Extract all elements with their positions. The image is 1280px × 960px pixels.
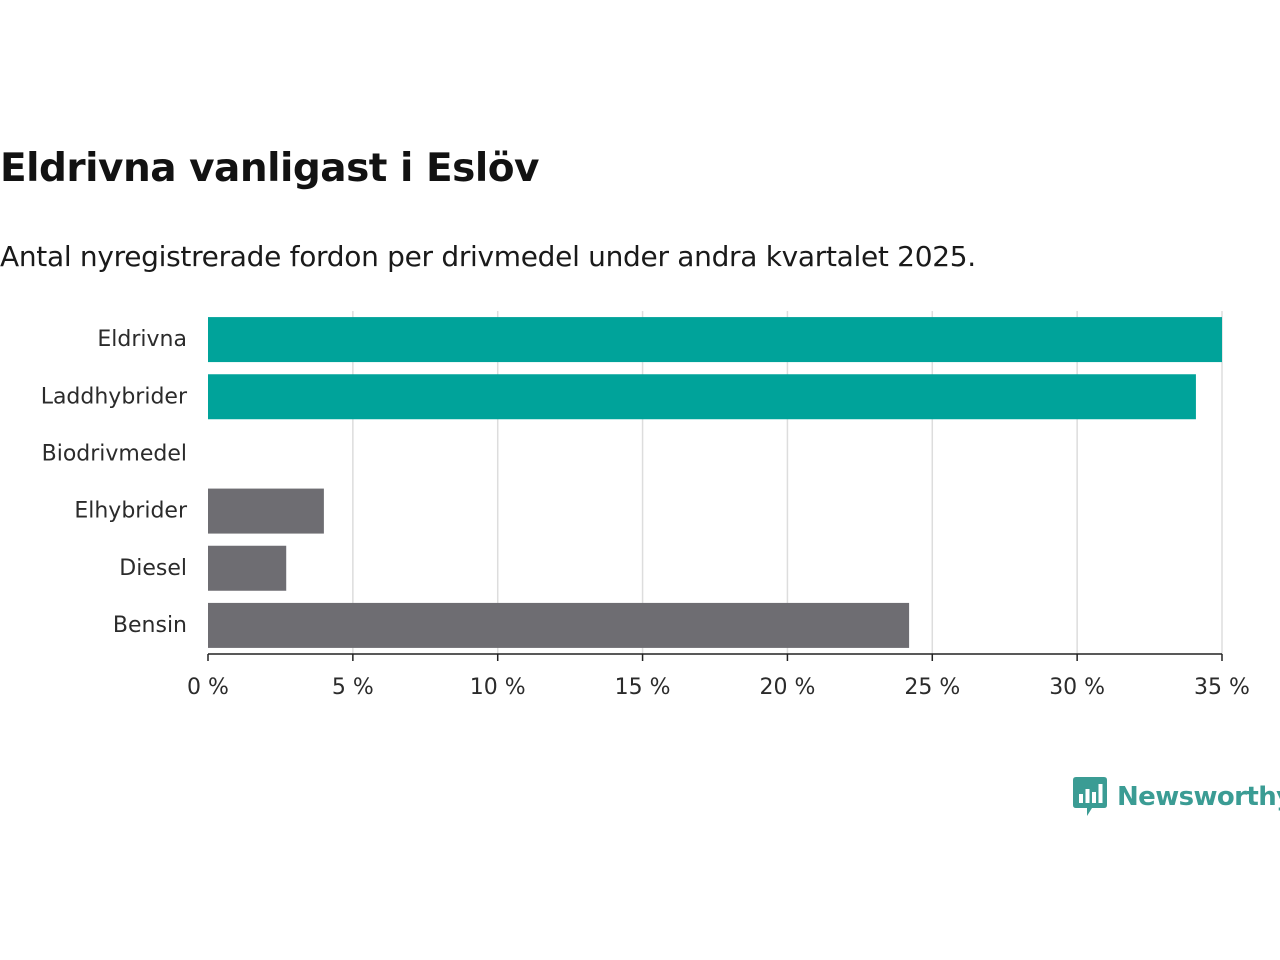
category-label: Biodrivmedel [42,441,187,466]
x-axis: 0 % 5 % 10 % 15 % 20 % 25 % 30 % 35 % [187,653,1250,700]
category-label: Diesel [119,556,187,581]
bar-bensin [208,602,910,648]
x-tick-label: 20 % [759,675,815,700]
newsworthy-logo-icon [1073,777,1107,816]
bar-diesel [208,545,287,591]
bar-eldrivna [208,317,1222,363]
bar-elhybrider [208,488,324,534]
bars [208,317,1222,648]
gridlines [352,311,1223,654]
category-label: Elhybrider [74,499,188,524]
x-tick-label: 25 % [904,675,960,700]
chart-title: Eldrivna vanligast i Eslöv [0,146,539,191]
category-label: Eldrivna [97,327,187,352]
bar-laddhybrider [208,374,1196,420]
brand-name: Newsworthy [1117,782,1280,812]
x-tick-label: 5 % [332,675,374,700]
chart-subtitle: Antal nyregistrerade fordon per drivmede… [0,240,976,273]
category-labels: Eldrivna Laddhybrider Biodrivmedel Elhybrid… [41,327,188,638]
x-tick-label: 30 % [1049,675,1105,700]
x-tick-label: 15 % [615,675,671,700]
category-label: Laddhybrider [41,384,188,409]
x-tick-label: 0 % [187,675,229,700]
category-label: Bensin [113,613,187,638]
x-tick-label: 35 % [1194,675,1250,700]
x-tick-label: 10 % [470,675,526,700]
brand-logo: Newsworthy [1073,776,1280,818]
